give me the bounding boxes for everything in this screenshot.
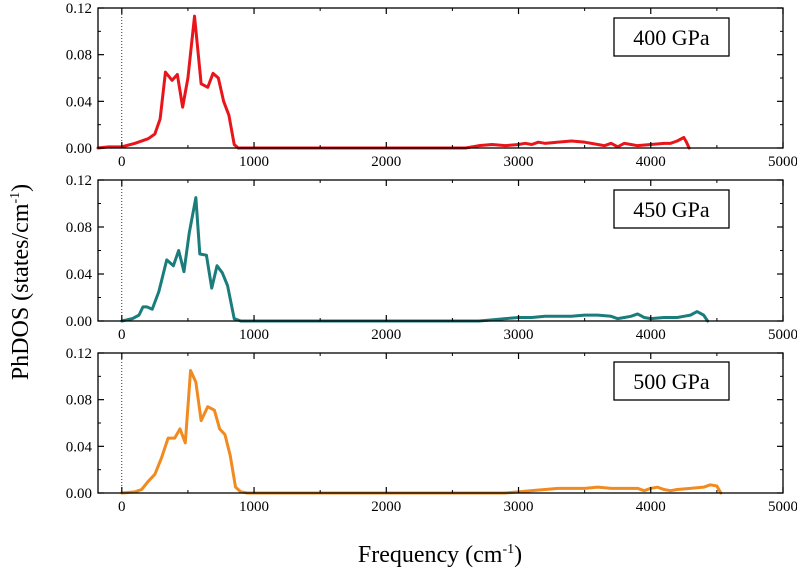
y-axis-title-sup: -1 xyxy=(8,192,23,204)
x-tick-label: 2000 xyxy=(371,327,401,343)
y-tick-label: 0.08 xyxy=(66,220,92,236)
series-line xyxy=(96,14,691,150)
x-tick-label: 1000 xyxy=(239,499,269,515)
pressure-label-box xyxy=(613,17,730,57)
pressure-label: 450 GPa xyxy=(633,197,710,222)
x-tick-label: 0 xyxy=(118,499,126,515)
y-tick-label: 0.04 xyxy=(66,267,93,283)
y-axis-title-text: PhDOS (states/cm xyxy=(8,203,34,380)
x-tick-label: 5000 xyxy=(768,327,797,343)
y-tick-label: 0.12 xyxy=(66,173,92,189)
x-tick-label: 4000 xyxy=(636,499,666,515)
x-tick-label: 0 xyxy=(118,327,126,343)
x-tick-label: 1000 xyxy=(239,327,269,343)
pressure-label: 500 GPa xyxy=(633,369,710,394)
x-tick-label: 1000 xyxy=(239,154,269,170)
panel-1: 0 1000 2000 3000 4000 5000 0.00 0.04 0.08 0.12 400… xyxy=(66,1,797,170)
x-tick-label: 5000 xyxy=(768,154,797,170)
x-tick-label: 4000 xyxy=(636,154,666,170)
y-tick-label: 0.12 xyxy=(66,346,92,362)
x-axis-title-sup: -1 xyxy=(502,542,514,557)
x-axis-title-text: Frequency (cm xyxy=(358,542,503,568)
y-tick-label: 0.00 xyxy=(66,314,92,330)
y-tick-label: 0.04 xyxy=(66,439,93,455)
x-tick-label: 3000 xyxy=(504,327,534,343)
x-axis-title-tail: ) xyxy=(514,542,522,568)
pressure-label-box xyxy=(613,361,730,401)
x-tick-label: 4000 xyxy=(636,327,666,343)
x-tick-label: 5000 xyxy=(768,499,797,515)
x-axis-title: Frequency (cm-1) xyxy=(358,542,522,568)
panel-3: 0 1000 2000 3000 4000 5000 0.00 0.04 0.08 0.12 500… xyxy=(66,346,797,515)
x-tick-label: 0 xyxy=(118,154,126,170)
y-tick-label: 0.08 xyxy=(66,48,92,64)
x-tick-label: 3000 xyxy=(504,499,534,515)
y-axis-title-tail: ) xyxy=(8,184,34,192)
x-tick-label: 3000 xyxy=(504,154,534,170)
pressure-label: 400 GPa xyxy=(633,25,710,50)
x-tick-label: 2000 xyxy=(371,154,401,170)
y-tick-label: 0.08 xyxy=(66,393,92,409)
pressure-label-box xyxy=(613,189,730,229)
panel-2: 0 1000 2000 3000 4000 5000 0.00 0.04 0.08 0.12 450… xyxy=(66,173,797,343)
x-tick-label: 2000 xyxy=(371,499,401,515)
y-tick-label: 0.00 xyxy=(66,486,92,502)
y-axis-title: PhDOS (states/cm-1) xyxy=(8,184,34,380)
y-tick-label: 0.00 xyxy=(66,141,92,157)
y-tick-label: 0.04 xyxy=(66,94,93,110)
panels: 0 1000 2000 3000 4000 5000 0.00 0.04 0.08 0.12 400… xyxy=(66,1,797,515)
y-tick-label: 0.12 xyxy=(66,1,92,17)
